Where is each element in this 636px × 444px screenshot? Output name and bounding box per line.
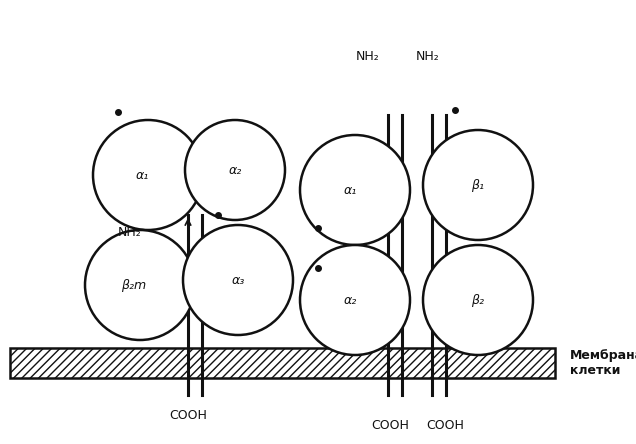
Circle shape <box>300 245 410 355</box>
Circle shape <box>93 120 203 230</box>
Bar <box>10 348 555 378</box>
Text: COOH: COOH <box>169 408 207 421</box>
Text: COOH: COOH <box>371 419 409 432</box>
Text: α₁: α₁ <box>135 169 149 182</box>
Circle shape <box>183 225 293 335</box>
Text: NH₂: NH₂ <box>118 226 142 238</box>
Text: NH₂: NH₂ <box>416 49 440 63</box>
Circle shape <box>300 135 410 245</box>
Circle shape <box>423 245 533 355</box>
Text: α₃: α₃ <box>232 274 245 286</box>
Text: α₂: α₂ <box>228 163 242 177</box>
Circle shape <box>185 120 285 220</box>
Text: β₂m: β₂m <box>121 278 146 292</box>
Text: Мембрана
клетки: Мембрана клетки <box>570 349 636 377</box>
Text: COOH: COOH <box>426 419 464 432</box>
Text: β₂: β₂ <box>471 293 485 306</box>
Text: α₂: α₂ <box>343 293 357 306</box>
Circle shape <box>85 230 195 340</box>
Text: β₁: β₁ <box>471 178 485 191</box>
Circle shape <box>423 130 533 240</box>
Text: NH₂: NH₂ <box>356 49 380 63</box>
Text: α₁: α₁ <box>343 183 357 197</box>
